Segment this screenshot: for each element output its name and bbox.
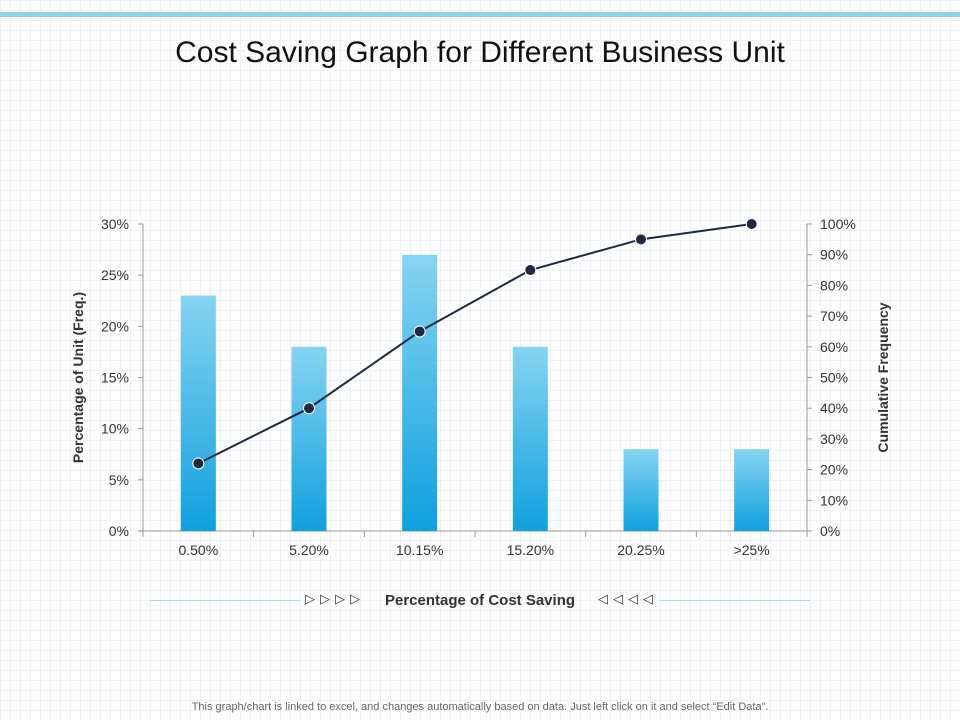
y-tick-label-right: 0% — [820, 523, 840, 539]
x-tick-label: 20.25% — [617, 542, 664, 558]
bar[interactable] — [734, 449, 770, 531]
y-tick-label-left: 30% — [101, 216, 129, 232]
y-tick-label-left: 10% — [101, 421, 129, 437]
y-tick-label-left: 15% — [101, 370, 129, 386]
cumulative-point[interactable] — [635, 233, 647, 246]
right-arrow-icons: ▷▷▷▷ — [305, 592, 365, 607]
bar[interactable] — [291, 346, 327, 531]
left-arrow-icons: ◁◁◁◁ — [598, 592, 658, 607]
bar[interactable] — [402, 254, 438, 531]
bar[interactable] — [623, 449, 659, 531]
bar[interactable] — [180, 295, 216, 531]
y-tick-label-right: 50% — [820, 370, 848, 386]
x-title-line-left — [150, 600, 300, 601]
x-title-line-right — [660, 600, 810, 601]
cumulative-point[interactable] — [303, 402, 315, 415]
cumulative-point[interactable] — [524, 264, 537, 277]
y-tick-label-right: 20% — [820, 462, 848, 478]
cumulative-line — [197, 223, 752, 465]
top-accent-bar — [0, 12, 960, 17]
y-tick-label-right: 30% — [820, 431, 848, 447]
x-tick-label: 0.50% — [178, 542, 218, 558]
cumulative-point[interactable] — [413, 325, 426, 338]
x-tick-label: 5.20% — [289, 542, 329, 558]
y-tick-label-right: 100% — [820, 216, 856, 232]
y-tick-label-right: 90% — [820, 247, 848, 263]
y-tick-label-left: 20% — [101, 318, 129, 334]
y-tick-label-left: 0% — [109, 523, 129, 539]
y-axis-title-right: Cumulative Frequency — [875, 302, 891, 452]
y-axis-title-left: Percentage of Unit (Freq.) — [70, 292, 86, 463]
x-tick-label: >25% — [734, 542, 770, 558]
y-tick-label-right: 60% — [820, 339, 848, 355]
y-tick-label-left: 25% — [101, 267, 129, 283]
footnote: This graph/chart is linked to excel, and… — [191, 701, 769, 713]
chart-title: Cost Saving Graph for Different Business… — [175, 36, 785, 69]
x-axis-title: Percentage of Cost Saving — [384, 592, 576, 609]
bar[interactable] — [512, 346, 548, 531]
y-tick-label-left: 5% — [109, 472, 129, 488]
y-tick-label-right: 80% — [820, 277, 848, 293]
x-axis-title-bar: ▷▷▷▷ Percentage of Cost Saving ◁◁◁◁ — [150, 590, 810, 612]
x-tick-label: 15.20% — [507, 542, 554, 558]
y-tick-label-right: 10% — [820, 492, 848, 508]
y-tick-label-right: 40% — [820, 400, 848, 416]
cumulative-point[interactable] — [192, 457, 205, 470]
y-tick-label-right: 70% — [820, 308, 848, 324]
cumulative-point[interactable] — [745, 218, 758, 230]
x-tick-label: 10.15% — [396, 542, 443, 558]
